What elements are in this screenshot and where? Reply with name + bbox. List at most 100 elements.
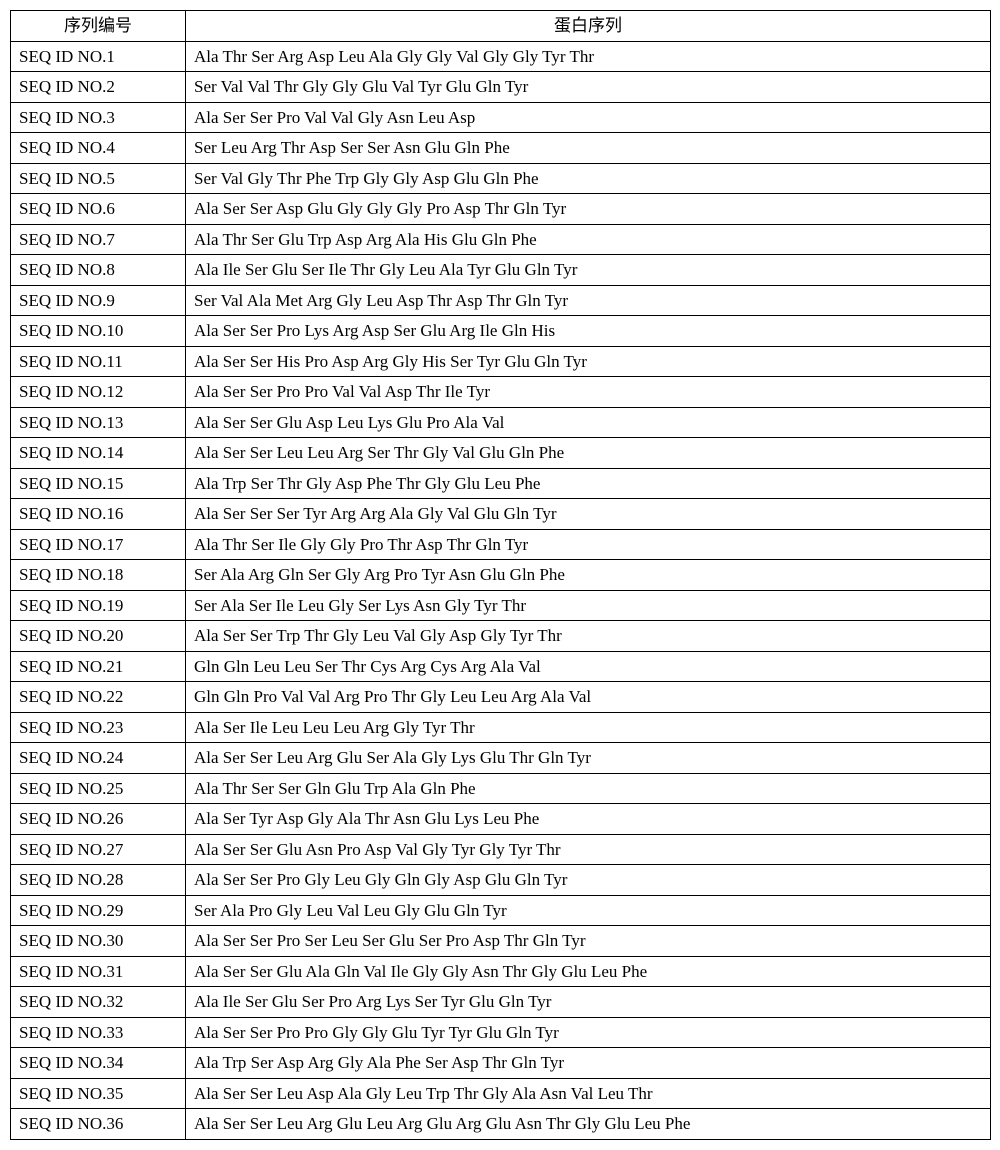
cell-seq-id: SEQ ID NO.29	[11, 895, 186, 926]
cell-seq-id: SEQ ID NO.10	[11, 316, 186, 347]
cell-seq-id: SEQ ID NO.20	[11, 621, 186, 652]
cell-seq-id: SEQ ID NO.32	[11, 987, 186, 1018]
cell-protein-seq: Ala Ser Ser Pro Gly Leu Gly Gln Gly Asp …	[186, 865, 991, 896]
cell-protein-seq: Ser Val Gly Thr Phe Trp Gly Gly Asp Glu …	[186, 163, 991, 194]
cell-seq-id: SEQ ID NO.1	[11, 41, 186, 72]
cell-protein-seq: Ser Val Ala Met Arg Gly Leu Asp Thr Asp …	[186, 285, 991, 316]
cell-seq-id: SEQ ID NO.31	[11, 956, 186, 987]
cell-seq-id: SEQ ID NO.22	[11, 682, 186, 713]
cell-seq-id: SEQ ID NO.15	[11, 468, 186, 499]
cell-protein-seq: Ala Ser Ser Glu Asn Pro Asp Val Gly Tyr …	[186, 834, 991, 865]
table-row: SEQ ID NO.1Ala Thr Ser Arg Asp Leu Ala G…	[11, 41, 991, 72]
cell-protein-seq: Ala Ser Ser Leu Arg Glu Ser Ala Gly Lys …	[186, 743, 991, 774]
cell-seq-id: SEQ ID NO.34	[11, 1048, 186, 1079]
table-header-row: 序列编号 蛋白序列	[11, 11, 991, 42]
table-row: SEQ ID NO.2Ser Val Val Thr Gly Gly Glu V…	[11, 72, 991, 103]
table-row: SEQ ID NO.9Ser Val Ala Met Arg Gly Leu A…	[11, 285, 991, 316]
cell-protein-seq: Ala Ser Ser Leu Leu Arg Ser Thr Gly Val …	[186, 438, 991, 469]
table-row: SEQ ID NO.10Ala Ser Ser Pro Lys Arg Asp …	[11, 316, 991, 347]
cell-protein-seq: Ser Ala Ser Ile Leu Gly Ser Lys Asn Gly …	[186, 590, 991, 621]
table-row: SEQ ID NO.30Ala Ser Ser Pro Ser Leu Ser …	[11, 926, 991, 957]
cell-protein-seq: Ala Ser Ser Leu Arg Glu Leu Arg Glu Arg …	[186, 1109, 991, 1140]
cell-protein-seq: Ala Thr Ser Ser Gln Glu Trp Ala Gln Phe	[186, 773, 991, 804]
cell-seq-id: SEQ ID NO.7	[11, 224, 186, 255]
cell-seq-id: SEQ ID NO.25	[11, 773, 186, 804]
cell-protein-seq: Gln Gln Pro Val Val Arg Pro Thr Gly Leu …	[186, 682, 991, 713]
cell-protein-seq: Ala Ser Ser Pro Pro Val Val Asp Thr Ile …	[186, 377, 991, 408]
cell-seq-id: SEQ ID NO.16	[11, 499, 186, 530]
cell-protein-seq: Ala Ser Ser His Pro Asp Arg Gly His Ser …	[186, 346, 991, 377]
cell-protein-seq: Ala Trp Ser Asp Arg Gly Ala Phe Ser Asp …	[186, 1048, 991, 1079]
table-row: SEQ ID NO.24Ala Ser Ser Leu Arg Glu Ser …	[11, 743, 991, 774]
cell-protein-seq: Ala Ser Ser Leu Asp Ala Gly Leu Trp Thr …	[186, 1078, 991, 1109]
cell-protein-seq: Ala Ser Ser Pro Pro Gly Gly Glu Tyr Tyr …	[186, 1017, 991, 1048]
table-row: SEQ ID NO.33Ala Ser Ser Pro Pro Gly Gly …	[11, 1017, 991, 1048]
table-row: SEQ ID NO.32Ala Ile Ser Glu Ser Pro Arg …	[11, 987, 991, 1018]
table-row: SEQ ID NO.29Ser Ala Pro Gly Leu Val Leu …	[11, 895, 991, 926]
table-row: SEQ ID NO.23Ala Ser Ile Leu Leu Leu Arg …	[11, 712, 991, 743]
table-row: SEQ ID NO.8Ala Ile Ser Glu Ser Ile Thr G…	[11, 255, 991, 286]
cell-seq-id: SEQ ID NO.27	[11, 834, 186, 865]
cell-protein-seq: Ala Ser Ile Leu Leu Leu Arg Gly Tyr Thr	[186, 712, 991, 743]
cell-protein-seq: Ala Ser Ser Pro Ser Leu Ser Glu Ser Pro …	[186, 926, 991, 957]
header-protein-seq: 蛋白序列	[186, 11, 991, 42]
cell-protein-seq: Ala Ser Ser Glu Asp Leu Lys Glu Pro Ala …	[186, 407, 991, 438]
table-row: SEQ ID NO.3Ala Ser Ser Pro Val Val Gly A…	[11, 102, 991, 133]
cell-protein-seq: Ala Ser Ser Ser Tyr Arg Arg Ala Gly Val …	[186, 499, 991, 530]
sequence-table: 序列编号 蛋白序列 SEQ ID NO.1Ala Thr Ser Arg Asp…	[10, 10, 991, 1140]
cell-protein-seq: Ala Thr Ser Ile Gly Gly Pro Thr Asp Thr …	[186, 529, 991, 560]
table-row: SEQ ID NO.27Ala Ser Ser Glu Asn Pro Asp …	[11, 834, 991, 865]
cell-seq-id: SEQ ID NO.4	[11, 133, 186, 164]
cell-seq-id: SEQ ID NO.11	[11, 346, 186, 377]
table-row: SEQ ID NO.21Gln Gln Leu Leu Ser Thr Cys …	[11, 651, 991, 682]
cell-protein-seq: Ala Ser Ser Trp Thr Gly Leu Val Gly Asp …	[186, 621, 991, 652]
cell-seq-id: SEQ ID NO.26	[11, 804, 186, 835]
cell-seq-id: SEQ ID NO.28	[11, 865, 186, 896]
cell-seq-id: SEQ ID NO.3	[11, 102, 186, 133]
cell-seq-id: SEQ ID NO.13	[11, 407, 186, 438]
table-row: SEQ ID NO.14Ala Ser Ser Leu Leu Arg Ser …	[11, 438, 991, 469]
header-seq-id: 序列编号	[11, 11, 186, 42]
cell-seq-id: SEQ ID NO.35	[11, 1078, 186, 1109]
table-row: SEQ ID NO.36Ala Ser Ser Leu Arg Glu Leu …	[11, 1109, 991, 1140]
table-row: SEQ ID NO.18Ser Ala Arg Gln Ser Gly Arg …	[11, 560, 991, 591]
table-body: SEQ ID NO.1Ala Thr Ser Arg Asp Leu Ala G…	[11, 41, 991, 1139]
cell-seq-id: SEQ ID NO.19	[11, 590, 186, 621]
table-row: SEQ ID NO.22Gln Gln Pro Val Val Arg Pro …	[11, 682, 991, 713]
cell-protein-seq: Ala Ile Ser Glu Ser Ile Thr Gly Leu Ala …	[186, 255, 991, 286]
cell-protein-seq: Ser Ala Pro Gly Leu Val Leu Gly Glu Gln …	[186, 895, 991, 926]
cell-protein-seq: Ala Thr Ser Glu Trp Asp Arg Ala His Glu …	[186, 224, 991, 255]
table-row: SEQ ID NO.15Ala Trp Ser Thr Gly Asp Phe …	[11, 468, 991, 499]
table-row: SEQ ID NO.11Ala Ser Ser His Pro Asp Arg …	[11, 346, 991, 377]
table-row: SEQ ID NO.6Ala Ser Ser Asp Glu Gly Gly G…	[11, 194, 991, 225]
cell-protein-seq: Ala Ser Ser Glu Ala Gln Val Ile Gly Gly …	[186, 956, 991, 987]
cell-protein-seq: Ala Ser Ser Asp Glu Gly Gly Gly Pro Asp …	[186, 194, 991, 225]
cell-protein-seq: Ser Val Val Thr Gly Gly Glu Val Tyr Glu …	[186, 72, 991, 103]
cell-protein-seq: Ser Leu Arg Thr Asp Ser Ser Asn Glu Gln …	[186, 133, 991, 164]
cell-protein-seq: Ala Thr Ser Arg Asp Leu Ala Gly Gly Val …	[186, 41, 991, 72]
cell-seq-id: SEQ ID NO.18	[11, 560, 186, 591]
table-row: SEQ ID NO.31Ala Ser Ser Glu Ala Gln Val …	[11, 956, 991, 987]
cell-protein-seq: Ala Ser Ser Pro Lys Arg Asp Ser Glu Arg …	[186, 316, 991, 347]
cell-seq-id: SEQ ID NO.33	[11, 1017, 186, 1048]
cell-seq-id: SEQ ID NO.30	[11, 926, 186, 957]
table-row: SEQ ID NO.26Ala Ser Tyr Asp Gly Ala Thr …	[11, 804, 991, 835]
cell-seq-id: SEQ ID NO.14	[11, 438, 186, 469]
cell-seq-id: SEQ ID NO.2	[11, 72, 186, 103]
table-row: SEQ ID NO.4Ser Leu Arg Thr Asp Ser Ser A…	[11, 133, 991, 164]
cell-seq-id: SEQ ID NO.36	[11, 1109, 186, 1140]
table-row: SEQ ID NO.13Ala Ser Ser Glu Asp Leu Lys …	[11, 407, 991, 438]
cell-seq-id: SEQ ID NO.8	[11, 255, 186, 286]
cell-protein-seq: Ala Ser Ser Pro Val Val Gly Asn Leu Asp	[186, 102, 991, 133]
cell-seq-id: SEQ ID NO.23	[11, 712, 186, 743]
cell-seq-id: SEQ ID NO.5	[11, 163, 186, 194]
cell-seq-id: SEQ ID NO.12	[11, 377, 186, 408]
cell-seq-id: SEQ ID NO.9	[11, 285, 186, 316]
cell-protein-seq: Gln Gln Leu Leu Ser Thr Cys Arg Cys Arg …	[186, 651, 991, 682]
table-row: SEQ ID NO.7Ala Thr Ser Glu Trp Asp Arg A…	[11, 224, 991, 255]
cell-seq-id: SEQ ID NO.21	[11, 651, 186, 682]
cell-seq-id: SEQ ID NO.24	[11, 743, 186, 774]
table-row: SEQ ID NO.25Ala Thr Ser Ser Gln Glu Trp …	[11, 773, 991, 804]
cell-protein-seq: Ser Ala Arg Gln Ser Gly Arg Pro Tyr Asn …	[186, 560, 991, 591]
table-row: SEQ ID NO.16Ala Ser Ser Ser Tyr Arg Arg …	[11, 499, 991, 530]
